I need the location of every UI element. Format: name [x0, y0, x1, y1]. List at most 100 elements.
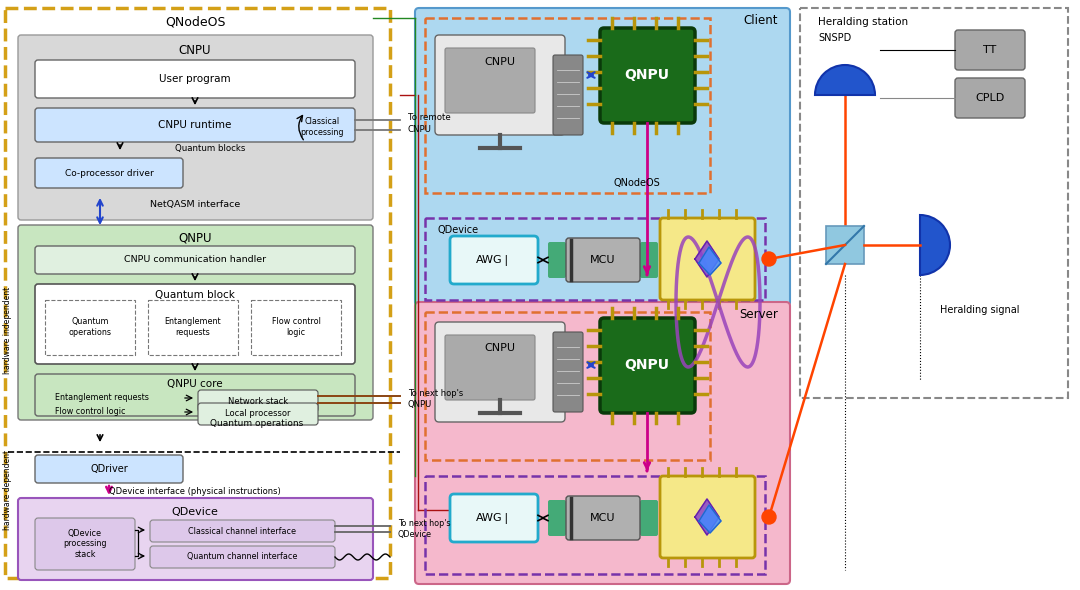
Text: Network stack: Network stack — [228, 396, 288, 405]
Text: QDevice: QDevice — [172, 507, 218, 517]
Text: TT: TT — [984, 45, 997, 55]
Text: QDevice: QDevice — [438, 225, 480, 235]
Text: To remote: To remote — [408, 113, 450, 123]
Polygon shape — [696, 499, 719, 535]
Text: CNPU communication handler: CNPU communication handler — [124, 255, 266, 264]
Text: To next hop's: To next hop's — [399, 520, 450, 529]
FancyBboxPatch shape — [548, 242, 566, 278]
FancyBboxPatch shape — [450, 236, 538, 284]
Text: Quantum operations: Quantum operations — [210, 419, 303, 428]
Text: Heralding station: Heralding station — [818, 17, 908, 27]
Text: QNPU: QNPU — [624, 68, 670, 82]
FancyBboxPatch shape — [415, 302, 789, 584]
Bar — [426, 312, 710, 460]
Text: Entanglement requests: Entanglement requests — [55, 394, 149, 402]
Polygon shape — [699, 505, 721, 533]
Bar — [800, 8, 1068, 398]
FancyBboxPatch shape — [35, 246, 355, 274]
Text: CNPU: CNPU — [485, 57, 515, 67]
Bar — [5, 8, 390, 578]
Text: CNPU runtime: CNPU runtime — [159, 120, 232, 130]
Text: Flow control
logic: Flow control logic — [271, 317, 321, 337]
Text: Entanglement
requests: Entanglement requests — [164, 317, 221, 337]
Text: Heralding signal: Heralding signal — [940, 305, 1020, 315]
FancyBboxPatch shape — [35, 108, 355, 142]
FancyBboxPatch shape — [955, 30, 1025, 70]
FancyBboxPatch shape — [18, 498, 373, 580]
FancyBboxPatch shape — [445, 335, 535, 400]
FancyBboxPatch shape — [600, 318, 696, 413]
Circle shape — [762, 252, 777, 266]
FancyBboxPatch shape — [35, 158, 183, 188]
Text: QNPU core: QNPU core — [167, 379, 222, 389]
Text: User program: User program — [159, 74, 231, 84]
FancyBboxPatch shape — [198, 390, 318, 412]
Text: AWG❘: AWG❘ — [476, 513, 512, 523]
Text: Classical channel interface: Classical channel interface — [188, 526, 296, 536]
FancyBboxPatch shape — [600, 28, 696, 123]
Text: Client: Client — [743, 14, 778, 27]
Text: MCU: MCU — [591, 513, 616, 523]
FancyBboxPatch shape — [450, 494, 538, 542]
Text: Local processor: Local processor — [226, 409, 291, 418]
Text: CPLD: CPLD — [975, 93, 1004, 103]
Wedge shape — [920, 215, 950, 275]
Bar — [251, 300, 341, 355]
Text: CNPU: CNPU — [485, 343, 515, 353]
FancyBboxPatch shape — [660, 476, 755, 558]
Text: Server: Server — [739, 307, 778, 320]
Text: To next hop's: To next hop's — [408, 388, 463, 398]
Text: QNodeOS: QNodeOS — [613, 178, 660, 188]
FancyBboxPatch shape — [445, 48, 535, 113]
Wedge shape — [815, 65, 875, 95]
FancyBboxPatch shape — [566, 496, 640, 540]
Text: Quantum blocks: Quantum blocks — [175, 143, 245, 152]
Text: SNSPD: SNSPD — [818, 33, 851, 43]
Text: Flow control logic: Flow control logic — [55, 408, 125, 417]
Text: QNodeOS: QNodeOS — [165, 15, 226, 28]
Polygon shape — [696, 241, 719, 277]
Text: CNPU: CNPU — [408, 126, 432, 135]
FancyBboxPatch shape — [640, 242, 658, 278]
Text: QNPU: QNPU — [408, 401, 432, 409]
Text: MCU: MCU — [591, 255, 616, 265]
Text: Quantum channel interface: Quantum channel interface — [187, 552, 297, 562]
FancyBboxPatch shape — [553, 332, 583, 412]
FancyBboxPatch shape — [198, 403, 318, 425]
FancyBboxPatch shape — [18, 35, 373, 220]
Text: AWG❘: AWG❘ — [476, 254, 512, 266]
FancyBboxPatch shape — [35, 284, 355, 364]
Text: Co-processor driver: Co-processor driver — [65, 169, 153, 178]
Text: Classical
processing: Classical processing — [300, 117, 343, 137]
Text: QNPU: QNPU — [178, 231, 212, 244]
Text: NetQASM interface: NetQASM interface — [150, 199, 240, 208]
Text: QDevice
processing
stack: QDevice processing stack — [64, 529, 107, 559]
Text: hardware dependent: hardware dependent — [3, 450, 13, 530]
FancyBboxPatch shape — [35, 518, 135, 570]
FancyBboxPatch shape — [18, 225, 373, 420]
FancyBboxPatch shape — [640, 500, 658, 536]
FancyBboxPatch shape — [955, 78, 1025, 118]
Bar — [426, 18, 710, 193]
Polygon shape — [699, 247, 721, 275]
FancyBboxPatch shape — [150, 546, 335, 568]
Text: QNPU: QNPU — [624, 358, 670, 372]
FancyBboxPatch shape — [150, 520, 335, 542]
FancyBboxPatch shape — [553, 55, 583, 135]
FancyBboxPatch shape — [415, 8, 789, 306]
Text: CNPU: CNPU — [179, 44, 212, 57]
Text: QDevice interface (physical instructions): QDevice interface (physical instructions… — [109, 487, 281, 497]
FancyBboxPatch shape — [548, 500, 566, 536]
Text: Quantum
operations: Quantum operations — [68, 317, 111, 337]
Circle shape — [762, 510, 777, 524]
Bar — [426, 476, 765, 574]
FancyBboxPatch shape — [35, 374, 355, 416]
FancyBboxPatch shape — [660, 218, 755, 300]
FancyBboxPatch shape — [826, 226, 864, 264]
Bar — [148, 300, 238, 355]
Text: QDevice: QDevice — [399, 529, 432, 539]
FancyBboxPatch shape — [35, 60, 355, 98]
FancyBboxPatch shape — [566, 238, 640, 282]
FancyBboxPatch shape — [435, 35, 565, 135]
Bar — [45, 300, 135, 355]
